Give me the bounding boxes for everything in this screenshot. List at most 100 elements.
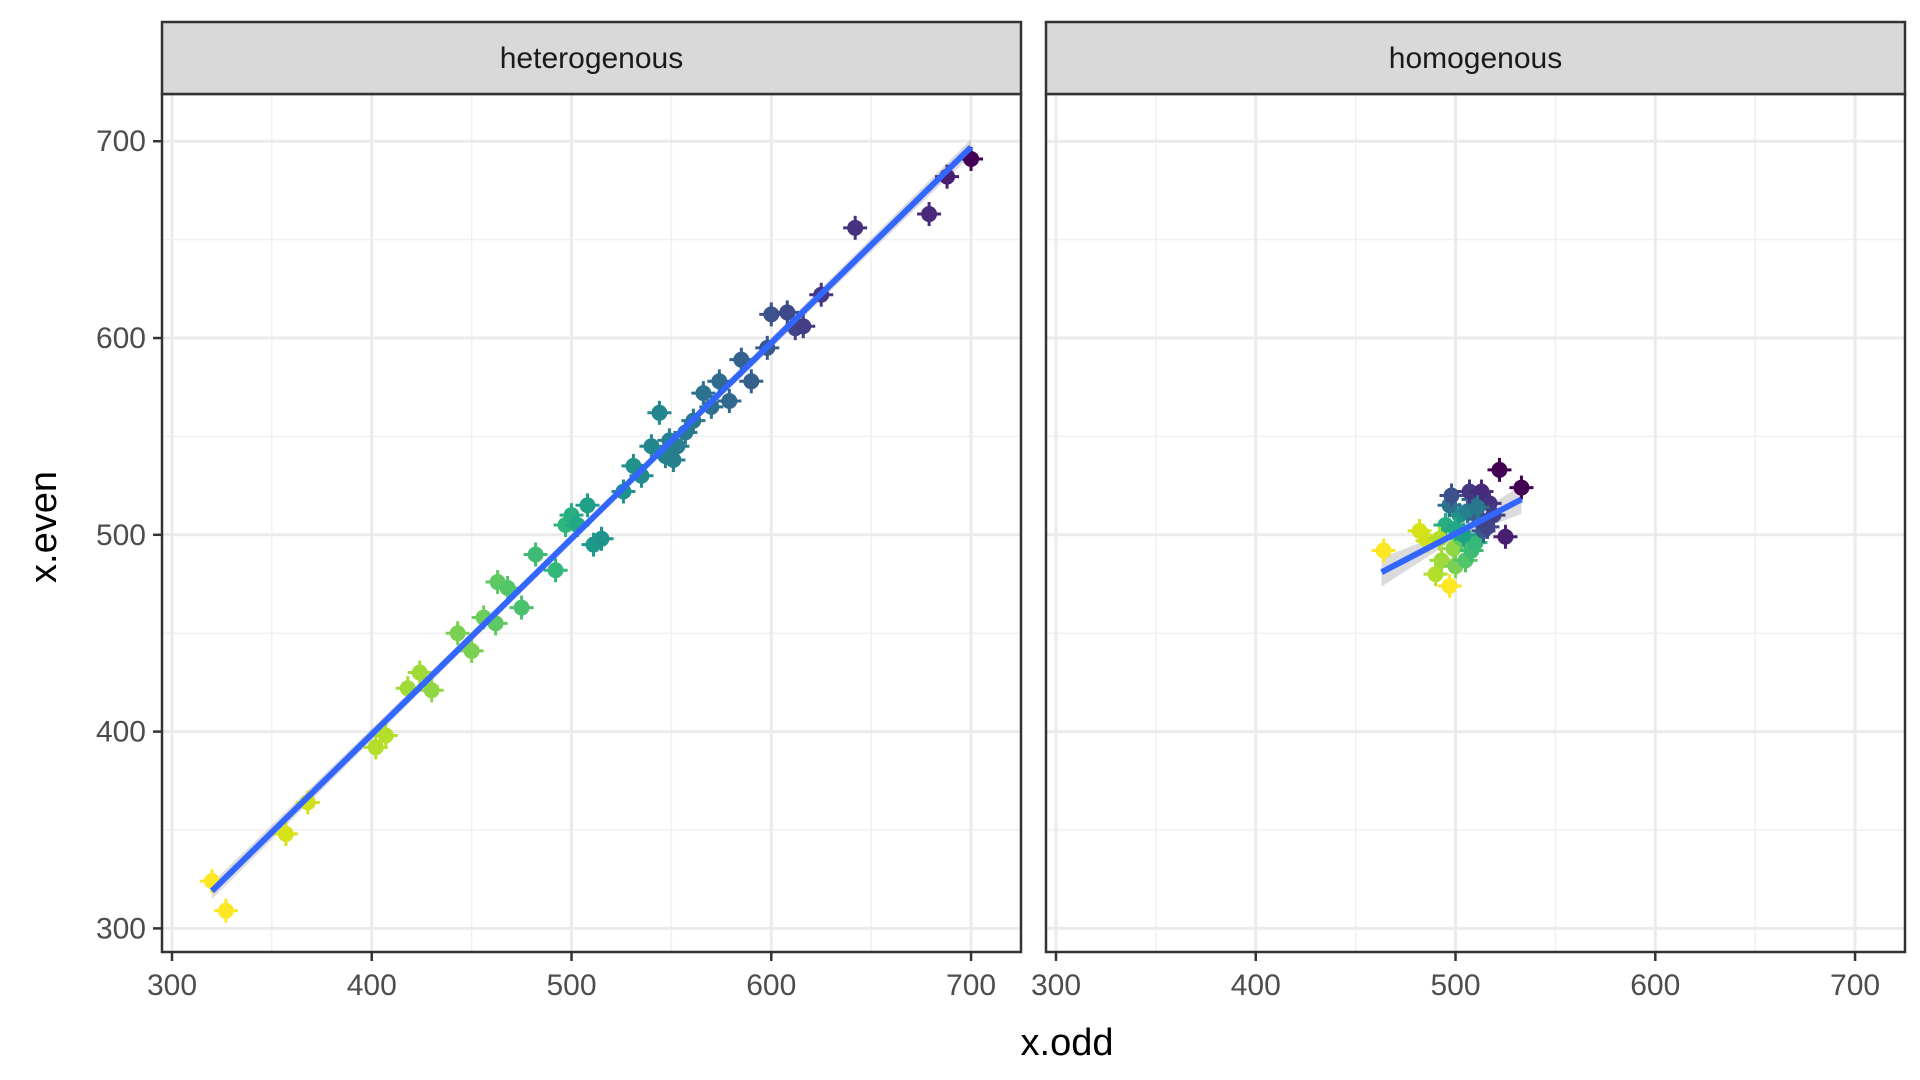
point-marker (527, 546, 544, 563)
point-marker (795, 318, 812, 335)
x-tick-label: 300 (1031, 969, 1081, 1002)
data-point (575, 493, 600, 518)
data-point (543, 558, 568, 583)
data-point (213, 898, 238, 923)
point-marker (579, 497, 596, 514)
data-point (917, 202, 942, 227)
y-tick-label: 600 (96, 322, 146, 355)
data-point (1439, 483, 1464, 508)
point-marker (733, 351, 750, 368)
x-tick-label: 600 (746, 969, 796, 1002)
x-tick-label: 700 (946, 969, 996, 1002)
data-point (717, 388, 742, 413)
point-marker (423, 682, 440, 699)
point-marker (665, 452, 682, 469)
x-tick-label: 500 (1430, 969, 1480, 1002)
point-marker (779, 304, 796, 321)
data-point (459, 638, 484, 663)
point-marker (743, 373, 760, 390)
data-point (509, 595, 534, 620)
data-point (739, 369, 764, 394)
data-point (729, 347, 754, 372)
y-tick-label: 300 (96, 912, 146, 945)
point-marker (377, 727, 394, 744)
data-point (523, 542, 548, 567)
data-point (647, 400, 672, 425)
data-point (1493, 524, 1518, 549)
point-marker (367, 739, 384, 756)
point-marker (711, 373, 728, 390)
x-tick-label: 700 (1830, 969, 1880, 1002)
point-marker (695, 385, 712, 402)
point-marker (1479, 518, 1496, 535)
point-marker (411, 664, 428, 681)
data-point (273, 821, 298, 846)
data-point (639, 434, 664, 459)
data-point (843, 215, 868, 240)
data-point (589, 526, 614, 551)
point-marker (1497, 528, 1514, 545)
panel-homogenous: homogenous 300 400 500 600 700 (1031, 20, 1907, 1002)
regression-line (1380, 496, 1523, 575)
facet-strip-label: homogenous (1389, 42, 1562, 75)
point-marker (1469, 499, 1486, 516)
point-marker (547, 562, 564, 579)
point-marker (763, 306, 780, 323)
panel-heterogenous: heterogenous 300 400 500 600 700 (147, 20, 1023, 1002)
data-point (363, 735, 388, 760)
panels-layer: heterogenous 300 400 500 600 700 homogenous 300… (147, 20, 1907, 1002)
data-point (1437, 573, 1462, 598)
data-point (419, 678, 444, 703)
y-tick-label: 700 (96, 125, 146, 158)
y-axis: 300 400 500 600 700 (96, 125, 162, 945)
point-marker (217, 902, 234, 919)
x-axis-title: x.odd (1021, 1022, 1114, 1064)
regression-line (209, 144, 974, 894)
data-point (759, 302, 784, 327)
y-tick-label: 500 (96, 519, 146, 552)
x-tick-label: 300 (147, 969, 197, 1002)
point-marker (1441, 577, 1458, 594)
facet-strip (1044, 20, 1907, 96)
data-point (707, 369, 732, 394)
data-point (495, 575, 520, 600)
facet-strip-label: heterogenous (500, 42, 684, 75)
data-point (691, 381, 716, 406)
point-marker (593, 530, 610, 547)
x-tick-label: 500 (546, 969, 596, 1002)
point-marker (499, 579, 516, 596)
x-tick-label: 600 (1630, 969, 1680, 1002)
point-marker (1433, 552, 1450, 569)
data-point (1423, 562, 1448, 587)
y-axis-title: x.even (23, 471, 65, 583)
data-point (1509, 475, 1534, 500)
point-marker (721, 392, 738, 409)
data-point (1465, 495, 1490, 520)
point-marker (847, 219, 864, 236)
facet-strip (160, 20, 1023, 96)
point-marker (463, 642, 480, 659)
point-marker (921, 206, 938, 223)
point-marker (1513, 479, 1530, 496)
data-point (407, 660, 432, 685)
point-marker (1427, 566, 1444, 583)
data-point (373, 723, 398, 748)
point-marker (513, 599, 530, 616)
data-point (791, 314, 816, 339)
y-tick-label: 400 (96, 716, 146, 749)
data-point (1487, 457, 1512, 482)
point-marker (1375, 542, 1392, 559)
data-point (1371, 538, 1396, 563)
point-marker (651, 404, 668, 421)
point-marker (643, 438, 660, 455)
point-marker (1467, 534, 1484, 551)
point-marker (449, 625, 466, 642)
point-marker (277, 825, 294, 842)
x-tick-label: 400 (347, 969, 397, 1002)
point-marker (1491, 461, 1508, 478)
data-point (775, 300, 800, 325)
x-tick-label: 400 (1231, 969, 1281, 1002)
point-marker (1443, 487, 1460, 504)
data-point (445, 621, 470, 646)
